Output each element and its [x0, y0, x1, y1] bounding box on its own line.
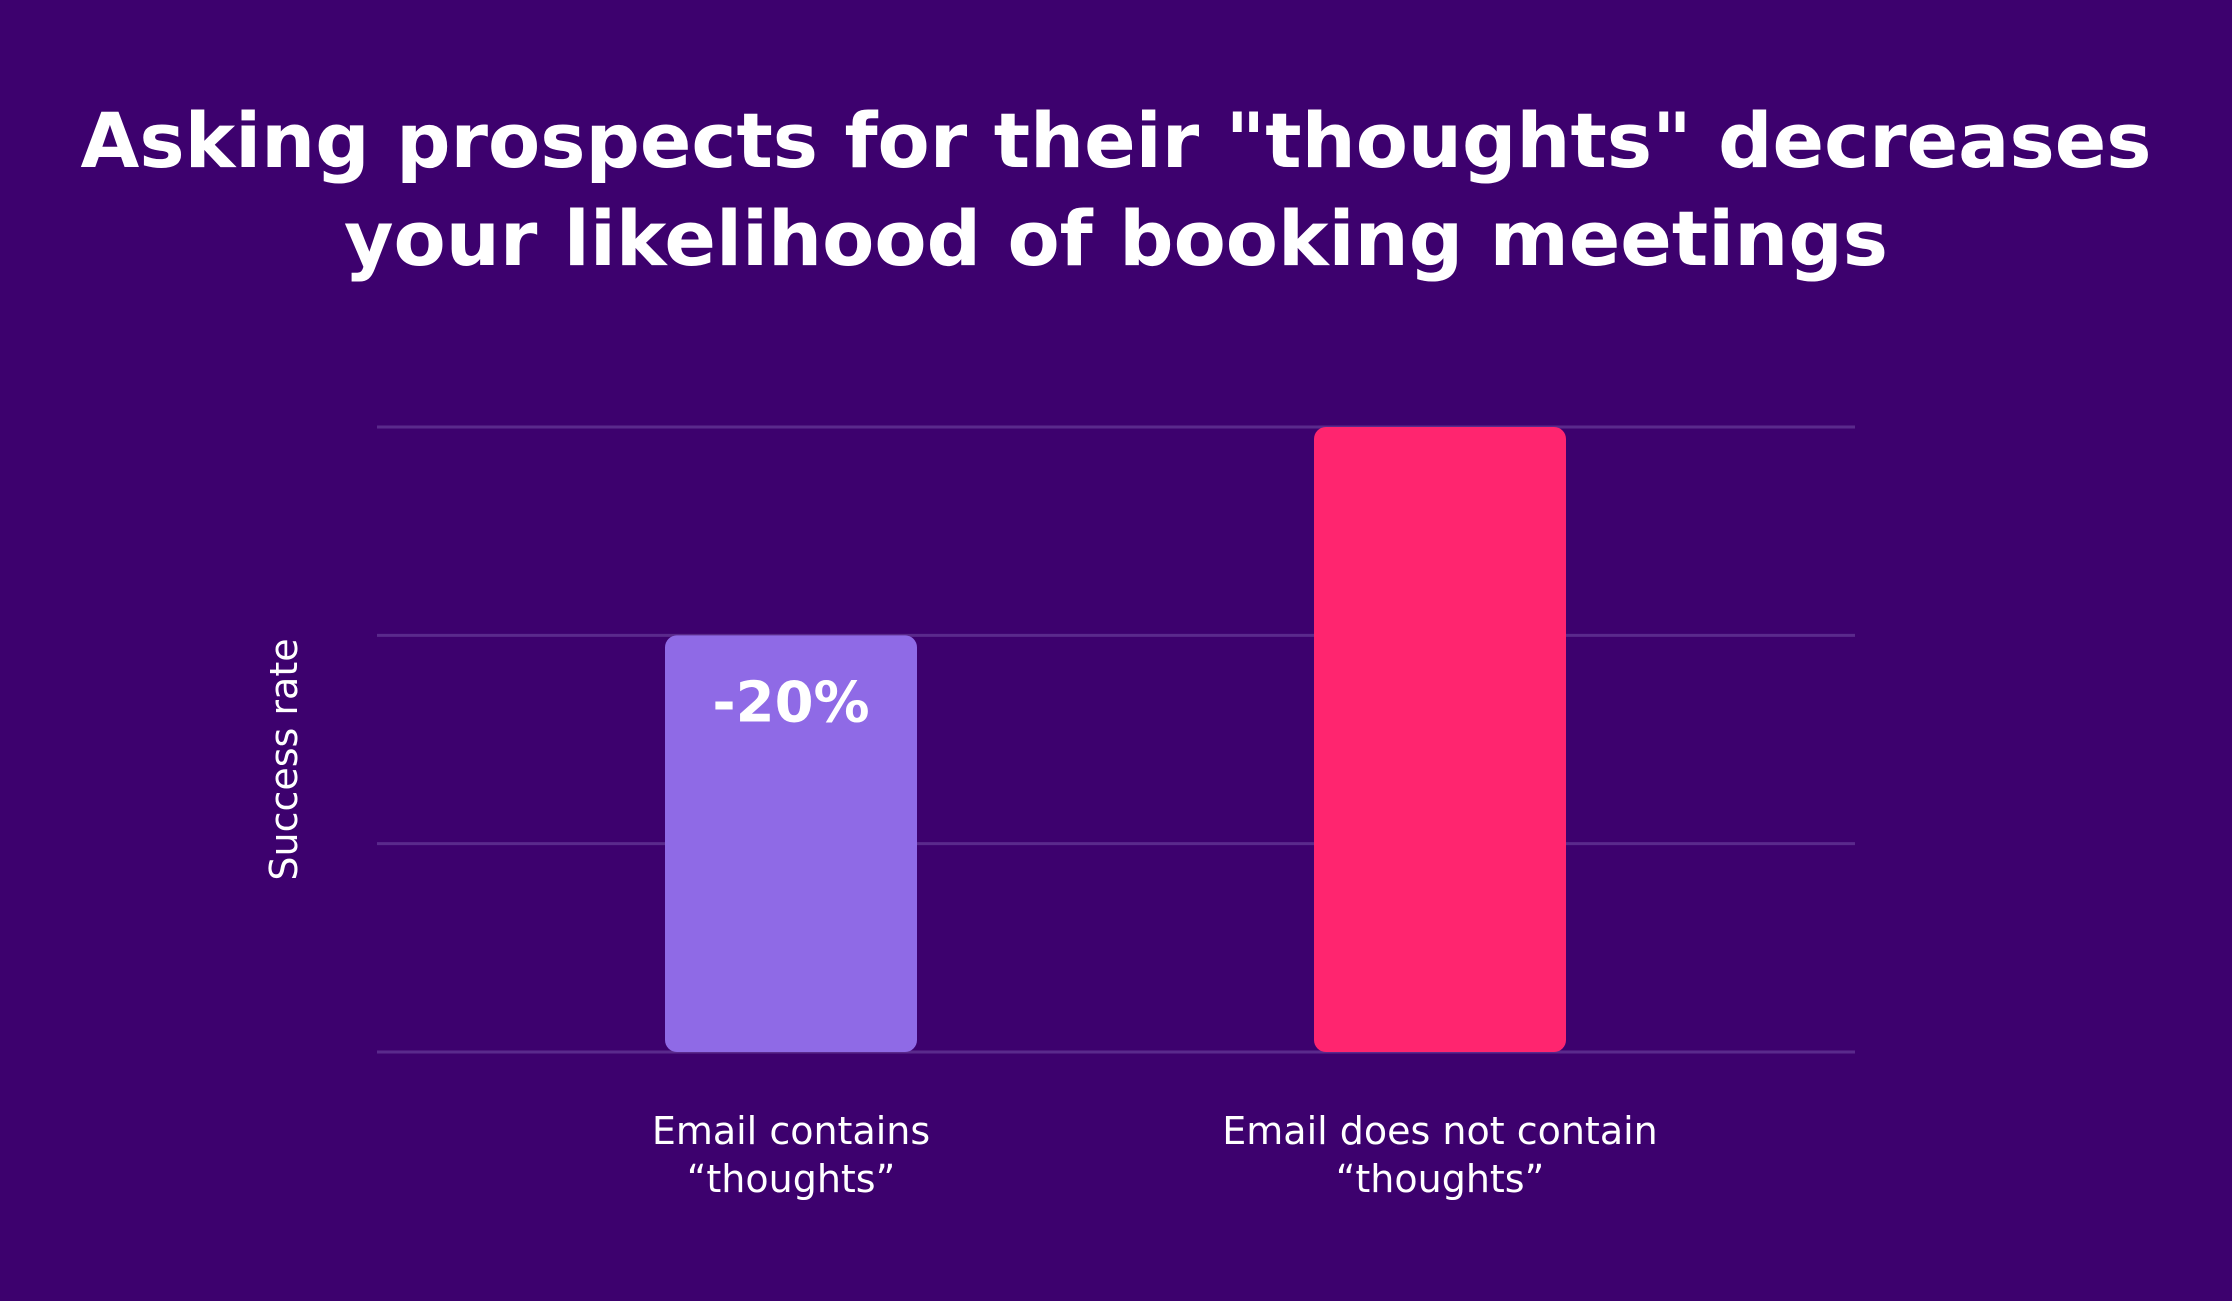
y-axis-label: Success rate [262, 638, 306, 880]
chart-title: Asking prospects for their "thoughts" de… [0, 92, 2232, 288]
category-label-1-line-1: Email contains [652, 1109, 930, 1153]
bars [665, 427, 1566, 1052]
bar-2 [1314, 427, 1566, 1052]
category-label-2-line-1: Email does not contain [1222, 1109, 1658, 1153]
bar-1 [665, 635, 917, 1052]
category-label-2-line-2: “thoughts” [1336, 1157, 1545, 1201]
bar-data-label: -20% [712, 670, 869, 735]
chart-title-line-1: Asking prospects for their "thoughts" de… [80, 96, 2152, 185]
chart-title-line-2: your likelihood of booking meetings [344, 194, 1888, 283]
category-labels: Email contains“thoughts”Email does not c… [652, 1109, 1658, 1201]
bar-data-labels: -20% [712, 670, 869, 735]
gridlines [377, 425, 1855, 1054]
category-label-1-line-2: “thoughts” [687, 1157, 896, 1201]
